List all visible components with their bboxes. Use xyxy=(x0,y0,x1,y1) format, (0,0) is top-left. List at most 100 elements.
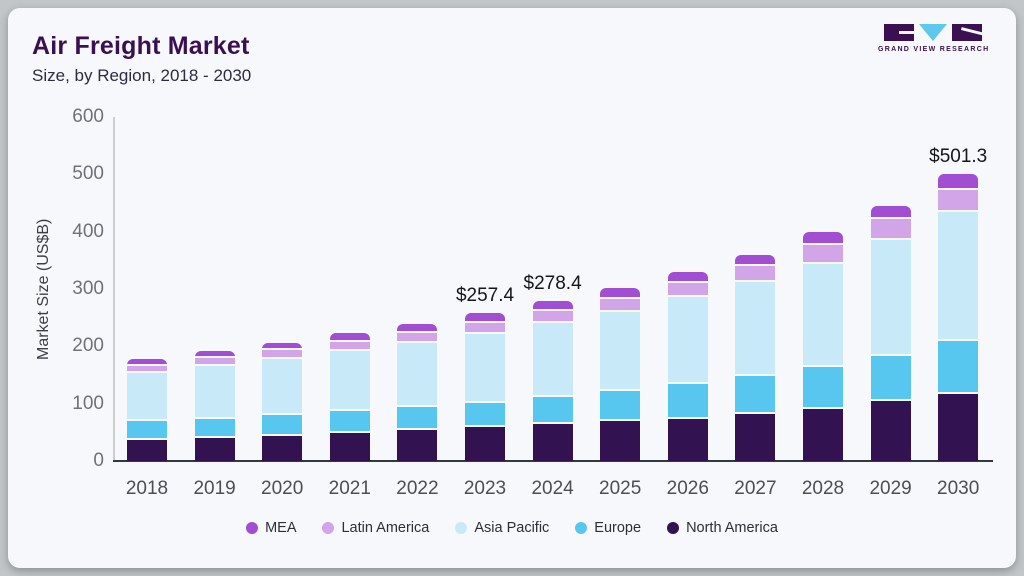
segment-north-america xyxy=(667,418,708,461)
chart-card: Air Freight Market Size, by Region, 2018… xyxy=(8,8,1016,568)
segment-mea xyxy=(262,342,303,351)
y-axis-tick-label: 500 xyxy=(72,163,104,185)
x-axis-line xyxy=(113,460,993,462)
stacked-bar-chart: Market Size (US$B) 0 100 200 300 400 500 600 20… xyxy=(8,8,1016,568)
segment-asia-pacific xyxy=(735,282,776,377)
segment-europe xyxy=(735,376,776,414)
legend-label: MEA xyxy=(265,520,297,536)
legend-item-europe: Europe xyxy=(575,520,641,536)
segment-mea xyxy=(667,272,708,283)
x-axis-label: 2029 xyxy=(869,478,912,499)
segment-mea xyxy=(600,288,641,299)
segment-asia-pacific xyxy=(803,264,843,367)
legend-label: North America xyxy=(686,520,778,536)
y-axis-tick-label: 100 xyxy=(72,392,104,414)
segment-mea xyxy=(803,232,843,246)
segment-latin-america xyxy=(329,341,370,352)
bar-2025 xyxy=(600,288,641,461)
legend-swatch-icon xyxy=(322,522,335,534)
segment-mea xyxy=(735,254,776,266)
segment-asia-pacific xyxy=(397,342,438,408)
segment-asia-pacific xyxy=(262,358,303,416)
y-axis-tick-label: 300 xyxy=(72,278,104,299)
logo-v-triangle-icon xyxy=(919,24,947,41)
legend-item-asia-pacific: Asia Pacific xyxy=(455,520,549,536)
segment-europe xyxy=(329,411,370,434)
segment-latin-america xyxy=(803,245,843,265)
logo-r-block-icon xyxy=(952,24,982,41)
x-axis-label: 2020 xyxy=(261,478,304,499)
page-subtitle: Size, by Region, 2018 - 2030 xyxy=(32,66,252,85)
segment-north-america xyxy=(194,438,235,461)
segment-north-america xyxy=(397,430,438,461)
bar-2022 xyxy=(397,324,438,461)
segment-latin-america xyxy=(397,333,438,343)
segment-europe xyxy=(532,396,573,425)
y-axis-tick-label: 0 xyxy=(93,450,104,471)
segment-latin-america xyxy=(127,365,167,373)
segment-europe xyxy=(938,341,979,395)
bar-total-label: $278.4 xyxy=(523,273,582,295)
segment-latin-america xyxy=(465,322,505,335)
bar-2018 xyxy=(127,358,167,461)
segment-north-america xyxy=(735,413,776,461)
x-axis-label: 2019 xyxy=(193,478,236,499)
gvr-logo-mark xyxy=(878,24,988,42)
segment-north-america xyxy=(127,439,167,461)
segment-latin-america xyxy=(667,282,708,298)
segment-mea xyxy=(329,333,370,342)
legend-label: Asia Pacific xyxy=(474,520,550,536)
bar-2020 xyxy=(262,342,303,461)
logo-text: GRAND VIEW RESEARCH xyxy=(878,46,990,53)
x-axis-label: 2025 xyxy=(599,478,642,499)
segment-latin-america xyxy=(532,311,573,324)
x-axis-label: 2022 xyxy=(396,478,439,499)
segment-latin-america xyxy=(262,350,303,359)
x-axis-label: 2021 xyxy=(328,478,371,499)
gvr-logo: GRAND VIEW RESEARCH xyxy=(878,24,988,53)
segment-asia-pacific xyxy=(870,239,911,356)
x-axis-label: 2024 xyxy=(531,478,574,499)
segment-north-america xyxy=(465,427,505,461)
segment-latin-america xyxy=(600,298,641,312)
segment-mea xyxy=(397,324,438,334)
legend-item-north-america: North America xyxy=(667,520,778,536)
segment-north-america xyxy=(803,408,843,461)
segment-europe xyxy=(127,421,167,440)
bar-2021 xyxy=(329,333,370,461)
legend-swatch-icon xyxy=(246,522,259,534)
bar-2030 xyxy=(938,173,979,461)
segment-latin-america xyxy=(735,265,776,283)
segment-mea xyxy=(194,350,235,359)
segment-mea xyxy=(938,173,979,190)
segment-europe xyxy=(465,402,505,428)
bar-total-label: $501.3 xyxy=(929,145,988,167)
x-axis-label: 2030 xyxy=(937,478,980,499)
bar-2024 xyxy=(532,301,573,461)
segment-north-america xyxy=(329,433,370,461)
bar-2019 xyxy=(194,350,235,461)
logo-g-block-icon xyxy=(884,24,914,41)
segment-asia-pacific xyxy=(938,211,979,342)
segment-asia-pacific xyxy=(667,297,708,385)
x-axis-label: 2018 xyxy=(125,478,169,499)
bar-total-label: $257.4 xyxy=(455,285,515,307)
chart-legend: MEA Latin America Asia Pacific Europe North … xyxy=(8,520,1016,536)
x-axis-label: 2027 xyxy=(734,478,777,499)
segment-asia-pacific xyxy=(532,323,573,397)
segment-north-america xyxy=(938,394,979,461)
y-axis-tick-label: 200 xyxy=(72,335,104,357)
y-axis-tick-label: 400 xyxy=(72,220,104,242)
segment-mea xyxy=(532,301,573,312)
bar-2027 xyxy=(735,254,776,461)
legend-label: Latin America xyxy=(341,520,430,536)
segment-mea xyxy=(127,358,167,366)
y-axis-tick-label: 600 xyxy=(72,106,104,127)
page-title: Air Freight Market xyxy=(32,32,250,60)
segment-europe xyxy=(870,355,911,402)
legend-swatch-icon xyxy=(455,522,468,534)
segment-asia-pacific xyxy=(465,334,505,403)
legend-swatch-icon xyxy=(667,522,680,534)
segment-latin-america xyxy=(938,189,979,212)
segment-asia-pacific xyxy=(127,372,167,422)
